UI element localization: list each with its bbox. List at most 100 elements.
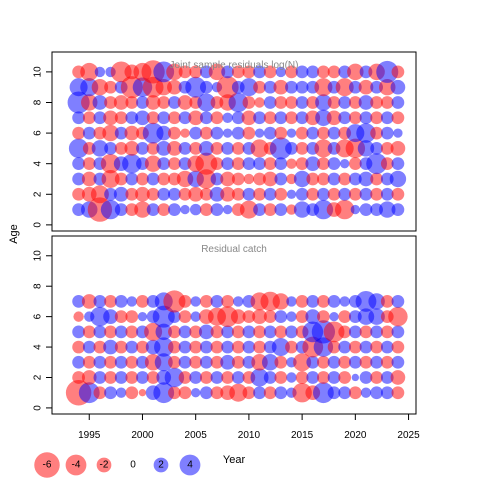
y-tick-label-bottom-6: 6 (33, 313, 44, 319)
bubble-top-2009-age-3 (231, 172, 245, 186)
bubble-top-2011-age-2 (253, 187, 266, 201)
bubble-top-2004-age-5 (178, 142, 192, 155)
bubble-top-2002-age-2 (157, 187, 171, 201)
panel-frame-bottom (51, 235, 417, 415)
bubble-top-2024-age-8 (391, 96, 405, 109)
bubble-bottom-2018-age-1 (327, 386, 341, 400)
bubble-top-2015-age-4 (295, 157, 309, 171)
bubble-bottom-2022-age-5 (370, 325, 383, 339)
bubble-top-2001-age-8 (145, 95, 161, 110)
bubble-top-2001-age-5 (146, 142, 160, 155)
bubble-bottom-2002-age-1 (153, 382, 175, 404)
bubble-top-2013-age-4 (274, 157, 288, 171)
bubble-bottom-2002-age-3 (154, 353, 173, 372)
bubble-top-1995-age-7 (82, 111, 96, 125)
bubble-top-2024-age-5 (390, 141, 406, 156)
bubble-top-2009-age-7 (231, 111, 245, 125)
bubble-top-2020-age-9 (348, 80, 362, 94)
bubble-top-2003-age-8 (168, 96, 181, 109)
bubble-top-2001-age-6 (142, 122, 164, 144)
bubble-bottom-2010-age-4 (242, 340, 256, 354)
bubble-top-2006-age-2 (199, 187, 213, 201)
bubble-top-1998-age-2 (113, 186, 129, 202)
bubble-top-2003-age-2 (168, 187, 181, 201)
bubble-top-1998-age-10 (110, 61, 132, 83)
bubble-top-2003-age-1 (168, 203, 181, 216)
bubble-top-1994-age-4 (72, 157, 85, 171)
bubble-bottom-2017-age-6 (317, 310, 330, 323)
bubble-bottom-1994-age-2 (72, 371, 85, 384)
bubble-top-2006-age-5 (198, 141, 214, 156)
y-tick-label-bottom-0: 0 (33, 405, 44, 411)
bubble-bottom-2005-age-7 (190, 296, 201, 307)
bubble-bottom-2016-age-3 (306, 355, 320, 369)
bubble-top-2020-age-3 (348, 172, 362, 186)
bubble-top-2012-age-6 (263, 126, 277, 140)
bubble-top-2007-age-7 (210, 111, 224, 125)
y-tick-label-top-10: 10 (33, 66, 44, 78)
bubble-bottom-2020-age-2 (351, 373, 360, 382)
bubble-bottom-2019-age-7 (339, 296, 350, 307)
bubble-top-2019-age-7 (338, 111, 352, 125)
bubble-top-2011-age-5 (250, 139, 269, 158)
bubble-top-2000-age-3 (136, 172, 149, 186)
bubble-top-2003-age-9 (167, 79, 182, 95)
bubble-bottom-2024-age-1 (391, 386, 405, 400)
bubble-bottom-1998-age-4 (114, 340, 128, 354)
bubble-top-1996-age-2 (90, 185, 109, 204)
bubble-bottom-2005-age-4 (189, 340, 203, 354)
bubble-bottom-2009-age-3 (231, 355, 245, 369)
bubble-bottom-2021-age-3 (359, 355, 373, 369)
bubble-top-2015-age-2 (295, 187, 309, 201)
bubble-bottom-1994-age-5 (72, 325, 85, 339)
bubble-bottom-1996-age-2 (93, 371, 107, 384)
bubble-bottom-2004-age-5 (178, 325, 192, 339)
bubble-bottom-2020-age-4 (348, 340, 362, 354)
bubble-bottom-2005-age-2 (189, 371, 203, 384)
bubble-bottom-1994-age-6 (73, 311, 84, 322)
bubble-top-2010-age-7 (241, 110, 257, 126)
bubble-bottom-2007-age-3 (210, 355, 224, 369)
bubble-top-2014-age-5 (285, 142, 298, 155)
bubble-bottom-1999-age-3 (125, 355, 139, 369)
bubble-bottom-2009-age-5 (231, 325, 245, 339)
bubble-bottom-2008-age-5 (221, 325, 234, 339)
bubble-top-2004-age-2 (178, 187, 192, 201)
legend-bubble-5 (179, 454, 201, 476)
bubble-top-2018-age-8 (327, 96, 341, 109)
bubble-bottom-2008-age-7 (221, 295, 234, 308)
bubble-bottom-2020-age-1 (348, 386, 362, 400)
bubble-top-2021-age-9 (358, 79, 374, 95)
bubble-top-2021-age-8 (358, 95, 374, 110)
bubble-top-2014-age-8 (285, 96, 298, 109)
bubble-top-2001-age-4 (144, 155, 162, 172)
legend-label-0: -6 (43, 460, 52, 471)
bubble-bottom-2022-age-7 (368, 293, 385, 310)
y-tick-label-bottom-4: 4 (33, 344, 44, 350)
bubble-bottom-1999-age-5 (125, 325, 139, 339)
bubble-top-1999-age-5 (124, 141, 140, 156)
bubble-bottom-2024-age-4 (391, 340, 405, 354)
bubble-bottom-1999-age-7 (126, 296, 138, 307)
bubble-bottom-2011-age-6 (252, 309, 267, 324)
bubble-bottom-2011-age-5 (253, 325, 266, 339)
bubble-top-1997-age-1 (100, 199, 121, 220)
bubble-bottom-2021-age-5 (359, 325, 373, 339)
bubble-top-2024-age-6 (393, 128, 403, 138)
bubble-bottom-2001-age-2 (146, 371, 160, 384)
bubble-top-2017-age-5 (314, 139, 333, 158)
panel-joint-sample-residuals: Joint sample residuals log(N) 0 2 4 6 8 10 (33, 51, 417, 232)
bubble-top-2024-age-3 (389, 170, 407, 188)
x-tick-label-2025: 2025 (397, 430, 420, 441)
bubble-bottom-2011-age-4 (253, 340, 266, 354)
bubble-top-2005-age-1 (189, 203, 202, 216)
bubble-bottom-2024-age-3 (391, 355, 405, 369)
bubble-bottom-2020-age-3 (348, 355, 362, 369)
bubble-top-2006-age-8 (197, 93, 216, 112)
bubble-top-2023-age-8 (380, 96, 394, 109)
x-tick-label-2020: 2020 (344, 430, 367, 441)
bubble-top-2006-age-6 (199, 126, 213, 140)
bubble-top-1998-age-3 (114, 172, 128, 186)
bubble-top-2019-age-3 (338, 172, 352, 186)
bubble-top-1996-age-8 (92, 95, 108, 110)
